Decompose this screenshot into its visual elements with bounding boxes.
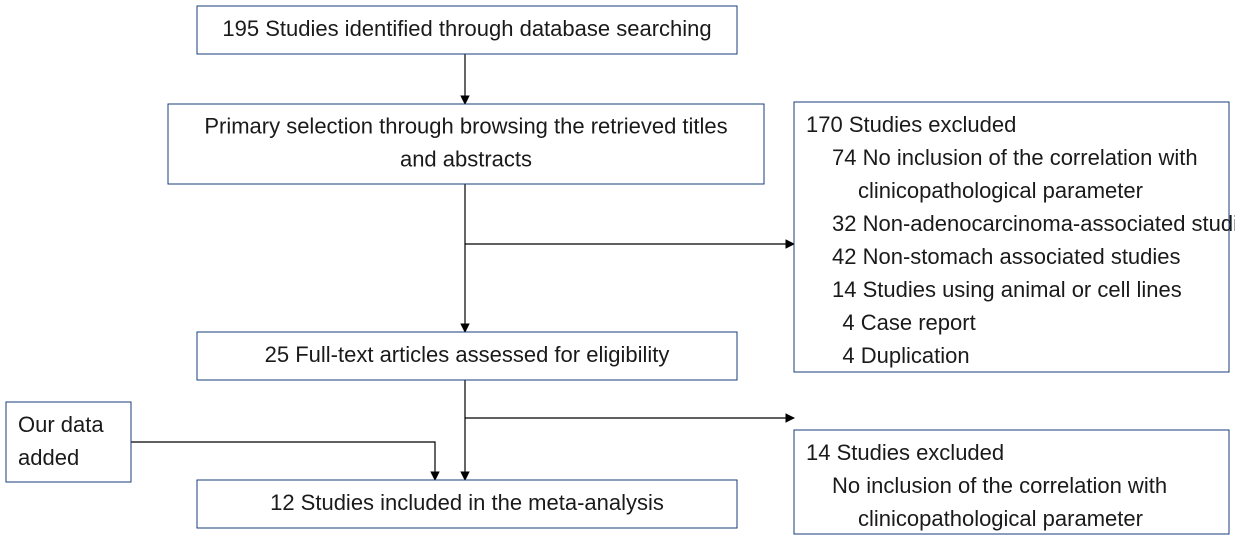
flow-node-n7-line-1: No inclusion of the correlation with (832, 473, 1167, 498)
flow-node-n4-line-0: 12 Studies included in the meta-analysis (270, 490, 664, 515)
flow-node-n2-line-1: and abstracts (400, 146, 532, 171)
flow-node-n6-line-2: clinicopathological parameter (858, 178, 1143, 203)
flow-node-n6-line-4: 42 Non-stomach associated studies (832, 244, 1181, 269)
flow-node-n3-line-0: 25 Full-text articles assessed for eligi… (265, 342, 670, 367)
flow-node-n6-line-5: 14 Studies using animal or cell lines (832, 277, 1182, 302)
flowchart: 195 Studies identified through database … (0, 0, 1235, 542)
flow-node-n5-line-0: Our data (18, 412, 104, 437)
flow-node-n6-line-0: 170 Studies excluded (806, 112, 1016, 137)
flow-node-n6-line-3: 32 Non-adenocarcinoma-associated studies (832, 211, 1235, 236)
flow-node-n6-line-6: 4 Case report (842, 310, 975, 335)
flow-node-n1-line-0: 195 Studies identified through database … (222, 16, 711, 41)
flow-node-n5-line-1: added (18, 445, 79, 470)
flow-node-n7-line-2: clinicopathological parameter (858, 506, 1143, 531)
flow-node-n2-line-0: Primary selection through browsing the r… (204, 113, 727, 138)
flow-node-n6-line-7: 4 Duplication (842, 343, 969, 368)
flow-node-n7-line-0: 14 Studies excluded (806, 440, 1004, 465)
flow-node-n6-line-1: 74 No inclusion of the correlation with (832, 145, 1198, 170)
